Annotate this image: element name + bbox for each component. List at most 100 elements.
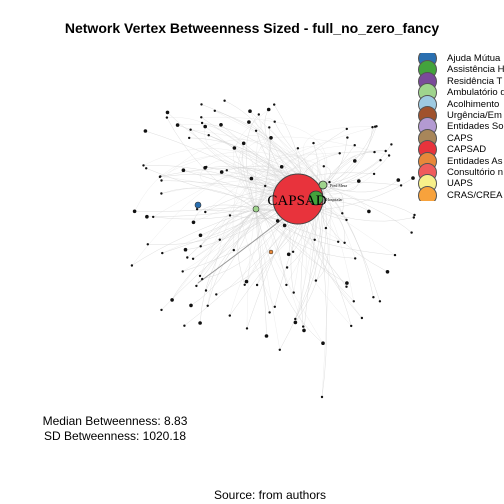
network-node	[132, 209, 137, 214]
network-node	[204, 289, 208, 292]
network-node	[232, 248, 235, 252]
legend-label: Residência T	[447, 75, 503, 87]
edge	[192, 198, 272, 259]
network-node	[255, 283, 259, 287]
edge	[255, 208, 287, 285]
network-node	[322, 165, 325, 168]
network-node	[232, 146, 237, 150]
network-node	[353, 159, 357, 163]
network-node	[279, 165, 284, 169]
network-node	[215, 293, 218, 296]
edge	[255, 208, 347, 287]
edge	[259, 146, 324, 186]
network-node	[175, 123, 180, 127]
network-node	[285, 283, 288, 287]
network-node	[205, 165, 208, 169]
edge	[322, 184, 412, 233]
network-node	[228, 314, 231, 317]
hub-small-label-1: Fred Mesa	[330, 183, 347, 188]
edge	[205, 146, 326, 213]
network-node	[183, 247, 188, 252]
network-node	[213, 109, 216, 113]
edge	[147, 208, 257, 245]
network-node	[345, 218, 348, 222]
legend-label: UAPS	[447, 178, 473, 190]
network-node	[373, 150, 376, 154]
network-node	[198, 233, 203, 238]
edge	[200, 186, 265, 247]
network-node	[191, 220, 196, 225]
network-node	[354, 257, 357, 260]
network-node	[278, 348, 281, 351]
network-node	[350, 324, 353, 328]
nodes-layer	[130, 99, 416, 399]
network-node	[160, 192, 163, 195]
network-node	[312, 141, 315, 145]
network-node	[372, 172, 376, 176]
network-node	[206, 304, 209, 307]
network-node	[145, 214, 149, 219]
network-node	[396, 178, 401, 182]
network-node	[314, 279, 318, 282]
network-node	[345, 281, 349, 285]
legend-label: Acolhimento	[447, 98, 500, 110]
edge	[201, 116, 328, 186]
network-node	[218, 238, 221, 241]
network-node	[285, 266, 289, 269]
hub-node-green-small	[318, 180, 328, 190]
legend-label: Assistência H	[447, 64, 504, 76]
network-node	[245, 327, 249, 330]
network-node	[143, 129, 148, 133]
network-node	[200, 116, 203, 119]
network-node	[219, 123, 223, 127]
network-node	[357, 179, 361, 183]
network-node	[268, 311, 271, 314]
network-node	[249, 176, 254, 181]
network-node	[248, 109, 252, 113]
legend-label: CRAS/CREA	[447, 189, 503, 201]
stats-box: Median Betweenness: 8.83 SD Betweenness:…	[30, 414, 200, 444]
edge	[322, 184, 374, 298]
network-node	[273, 103, 276, 106]
network-node	[269, 136, 273, 140]
edge	[206, 160, 257, 210]
network-node	[160, 179, 163, 182]
network-node	[352, 300, 355, 303]
edge	[131, 208, 257, 266]
edges-layer	[131, 100, 415, 398]
edge	[255, 145, 355, 210]
legend-label: Consultório n	[447, 166, 503, 178]
edge	[255, 208, 339, 243]
edge	[255, 208, 354, 302]
network-node	[296, 147, 300, 150]
network-node	[225, 169, 228, 172]
network-node	[387, 154, 391, 157]
legend-label: Ambulatório d	[447, 87, 504, 99]
network-node	[165, 110, 170, 115]
legend-label: Entidades As	[447, 155, 503, 167]
network-node	[293, 320, 298, 325]
network-node	[345, 127, 348, 131]
network-node	[324, 226, 328, 230]
network-node	[353, 144, 356, 147]
legend-label: Ajuda Mútua	[447, 53, 501, 64]
edge	[254, 199, 304, 327]
edge	[322, 144, 392, 186]
network-node	[195, 208, 199, 211]
hub-node-green	[308, 190, 324, 206]
network-node	[291, 250, 295, 253]
network-node	[371, 126, 374, 129]
network-node	[145, 167, 148, 170]
network-node	[199, 245, 202, 248]
edge	[255, 118, 275, 210]
edge	[295, 184, 327, 323]
legend-label: CAPSAD	[447, 144, 487, 156]
network-node	[379, 159, 382, 162]
network-node	[189, 128, 192, 131]
edge	[322, 179, 399, 193]
network-node	[328, 180, 331, 184]
network-node	[254, 129, 258, 132]
network-node	[413, 213, 416, 217]
edge	[161, 187, 257, 210]
network-node	[412, 216, 415, 219]
